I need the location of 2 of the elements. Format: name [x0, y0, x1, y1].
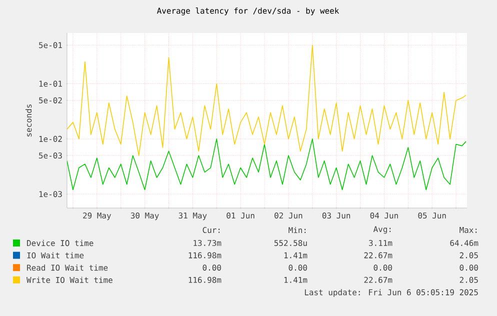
- line-series: [67, 138, 466, 190]
- line-series: [67, 44, 466, 156]
